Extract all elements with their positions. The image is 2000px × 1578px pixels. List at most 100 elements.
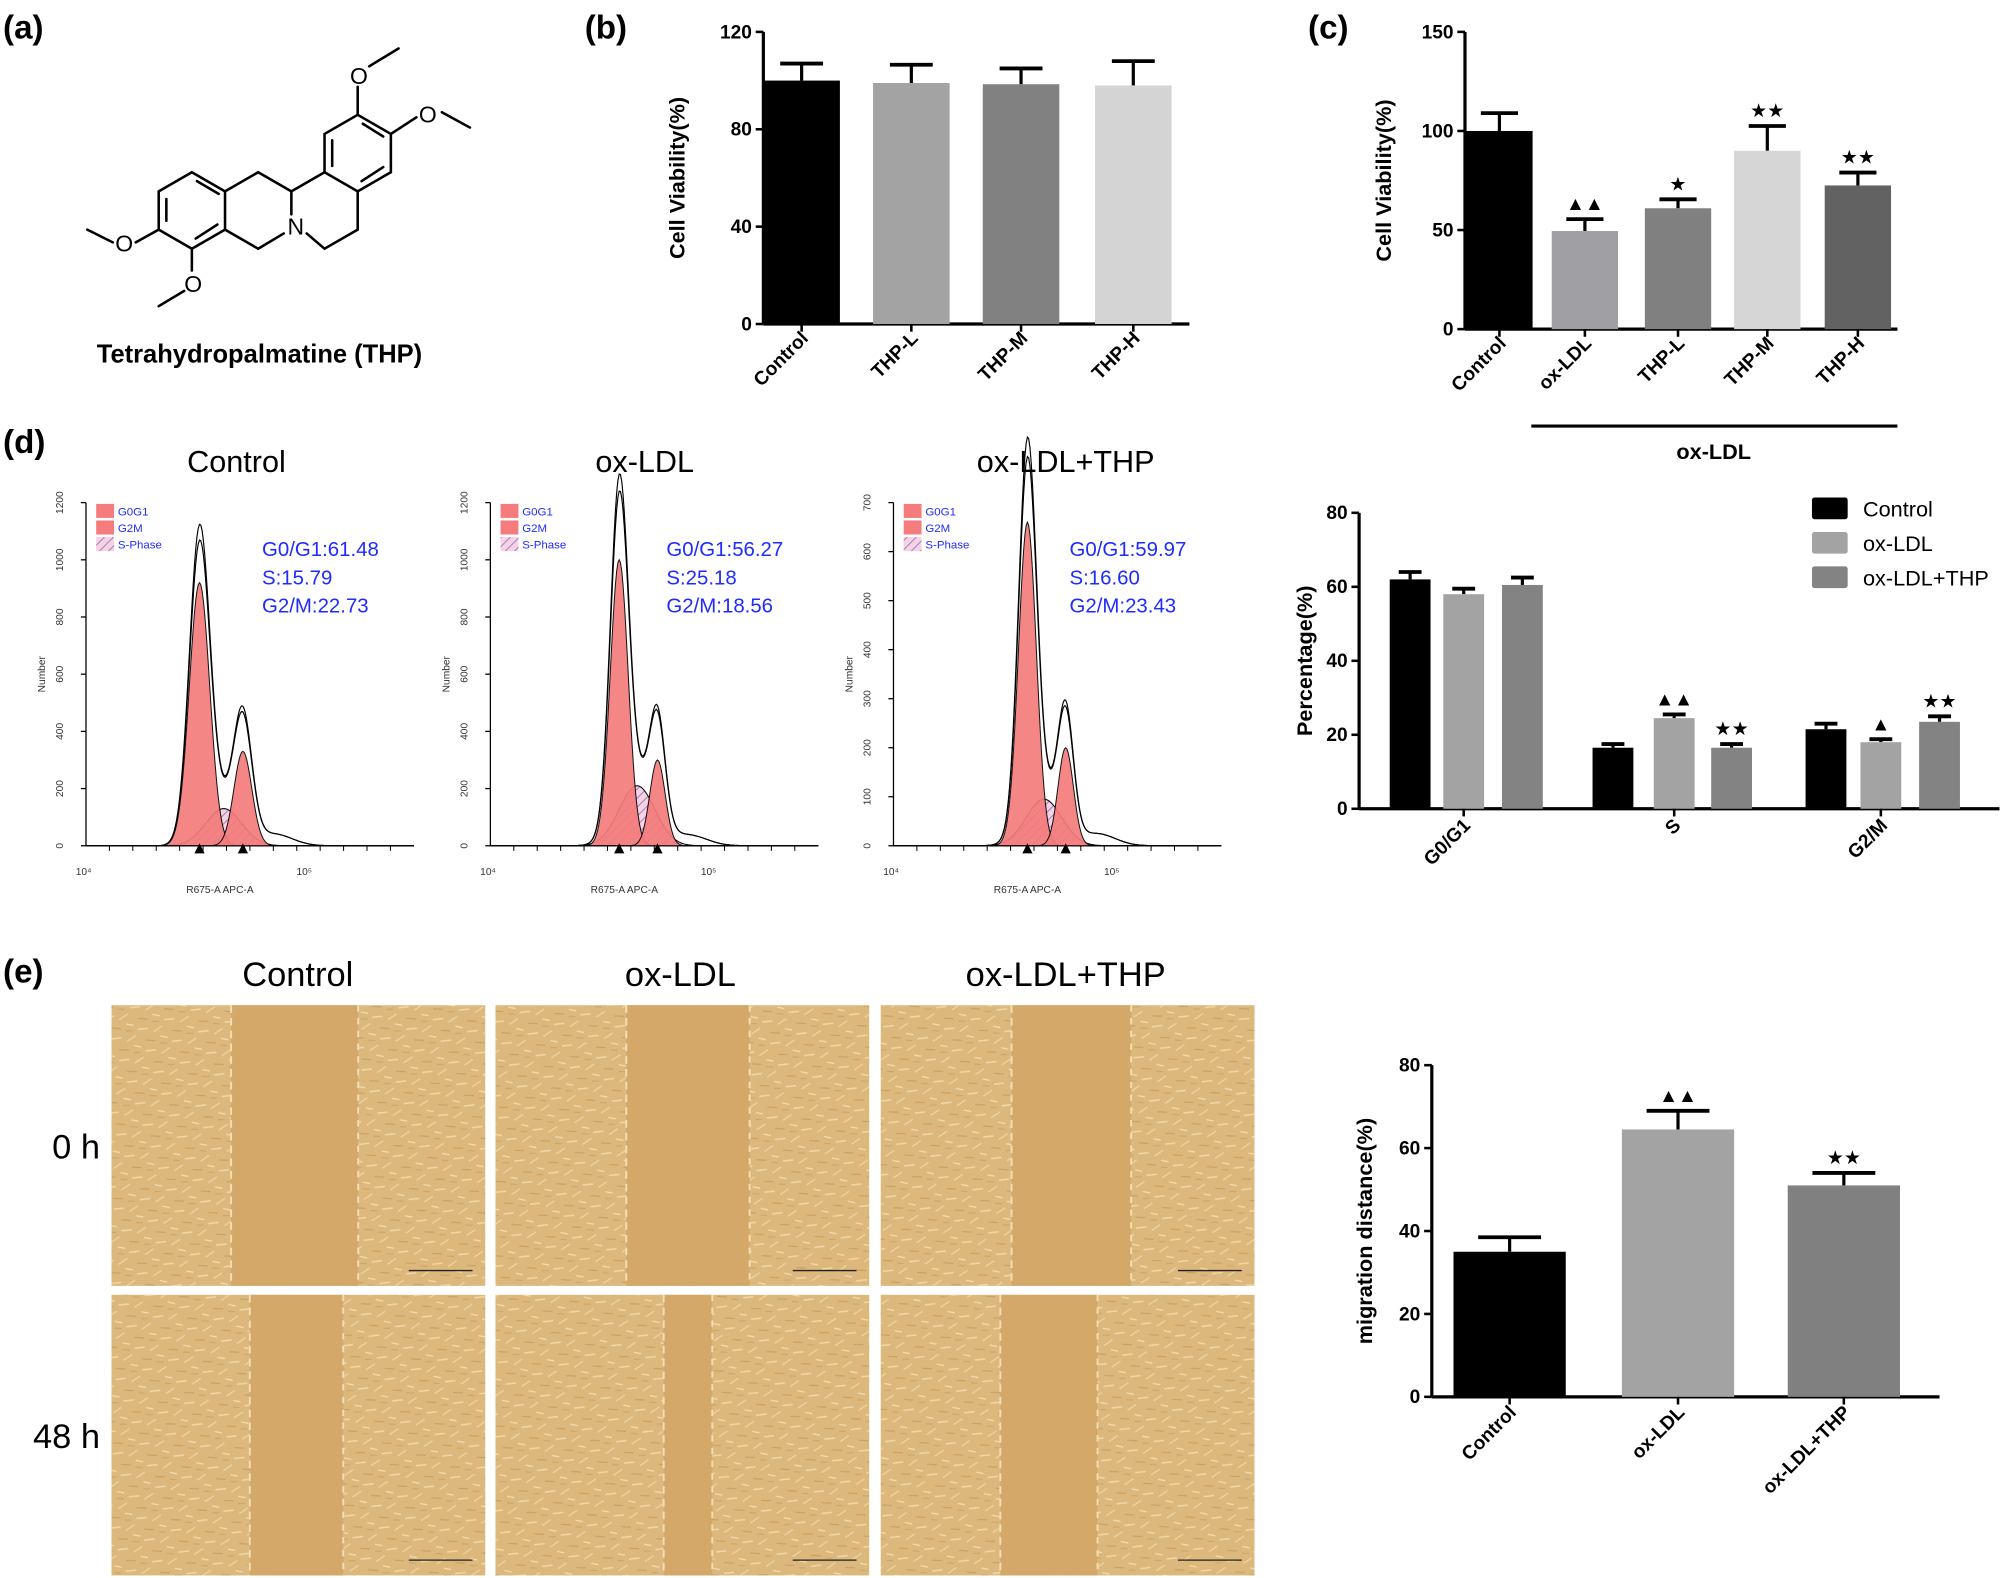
panel-label-a: (a) [3,9,44,46]
phase-stat: G0/G1:61.48 [262,539,379,561]
bar [1824,185,1892,330]
peak-marker-icon [237,843,248,854]
x-tick-label: Control [1448,333,1511,396]
bar [1592,747,1634,809]
significance-marker: ▲ [1871,714,1890,735]
y-tick-label: 40 [1399,1221,1420,1242]
y-tick-label: 0 [1410,1387,1421,1408]
y-tick-label: 200 [459,780,470,797]
peak-marker-icon [194,843,205,854]
bar [982,84,1060,325]
legend-swatch [500,520,519,535]
oxygen-atom: O [115,230,133,256]
legend-label: ox-LDL [1863,531,1933,556]
peak-marker-icon [1060,843,1071,854]
bar [1653,718,1695,809]
micrograph [880,1005,1255,1286]
bar [1389,579,1431,809]
bar [873,83,950,325]
flow-panel-title: ox-LDL+THP [977,445,1155,479]
x-tick-label: ox-LDL [1628,1402,1690,1464]
legend-swatch [96,537,115,552]
panel-label-d: (d) [3,424,45,461]
bar [1734,150,1801,330]
y-axis-title: Percentage(%) [1292,586,1317,737]
y-tick-label: 600 [459,665,470,682]
y-tick-label: 1200 [55,491,66,514]
nitrogen-atom: N [288,214,305,240]
phase-stat: G0/G1:56.27 [666,539,783,561]
scratch-gap [231,1005,359,1286]
bar [1551,231,1619,330]
scratch-gap [249,1294,344,1576]
significance-marker: ★★ [1827,1148,1861,1169]
x-tick-label: 10⁴ [480,867,496,878]
y-tick-label: 300 [863,690,874,707]
flow-panel-0: Control 0 200 400 600 800 1000 1200 10⁴ 10⁵ R675-A… [37,445,414,896]
significance-marker: ★★ [1922,691,1956,712]
bar [763,80,840,325]
row-label: 0 h [52,1128,100,1166]
column-title: Control [242,956,353,994]
y-tick-label: 0 [459,843,470,849]
legend-swatch [500,537,519,552]
group-label: ox-LDL [1676,439,1751,464]
flow-panel-title: Control [187,445,286,479]
micrograph [880,1294,1255,1576]
phase-stat: S:15.79 [262,567,332,589]
y-tick-label: 80 [1399,1056,1420,1077]
y-tick-label: 0 [1443,320,1454,341]
legend-swatch [500,503,519,518]
bar [1860,742,1902,809]
legend-label: S-Phase [522,540,566,552]
significance-marker: ★★ [1714,719,1748,740]
significance-marker: ★★ [1750,101,1784,122]
y-tick-label: 1000 [55,548,66,571]
oxygen-atom: O [184,271,202,297]
scratch-gap [626,1005,750,1286]
bar [1787,1185,1900,1397]
bar [1466,130,1533,330]
y-tick-label: 120 [720,22,752,43]
x-tick-label: THP-H [1088,328,1144,384]
y-tick-label: 600 [55,665,66,682]
phase-stat: S:16.60 [1070,567,1140,589]
y-axis-title: Number [37,655,48,692]
scratch-gap [1011,1005,1132,1286]
y-tick-label: 500 [863,592,874,609]
scratch-gap [1000,1294,1098,1576]
legend-label: Control [1863,497,1933,522]
y-axis-title: migration distance(%) [1352,1118,1377,1344]
y-tick-label: 0 [863,843,874,849]
x-tick-label: 10⁵ [701,867,717,878]
bar [1443,594,1485,809]
y-tick-label: 20 [1326,725,1347,746]
y-tick-label: 60 [1399,1138,1420,1159]
x-tick-label: ox-LDL [1535,333,1597,395]
histogram-outline [541,473,819,847]
molecule-caption: Tetrahydropalmatine (THP) [97,340,422,368]
y-tick-label: 0 [1337,799,1348,820]
peak-marker-icon [1022,843,1033,854]
legend-swatch [903,520,922,535]
phase-stat: S:25.18 [666,567,736,589]
y-tick-label: 150 [1422,22,1454,43]
x-tick-label: G0/G1 [1420,815,1475,870]
bar [1095,85,1172,325]
histogram-outline [137,523,414,847]
oxygen-atom: O [419,101,437,127]
y-tick-label: 1200 [459,491,470,514]
peak-marker-icon [652,843,663,854]
y-tick-label: 60 [1326,577,1347,598]
y-tick-label: 700 [863,494,874,511]
thp-structure: N O O O O [85,47,472,308]
x-tick-label: THP-M [1721,333,1779,391]
bar [1711,747,1753,809]
legend-swatch [1811,531,1848,554]
g2m-peak [490,759,819,847]
y-tick-label: 400 [863,641,874,658]
chart-e-migration-distance: 0 20 40 60 80 migration distance(%) ▲▲ ★★ Contro… [1352,1056,1940,1499]
